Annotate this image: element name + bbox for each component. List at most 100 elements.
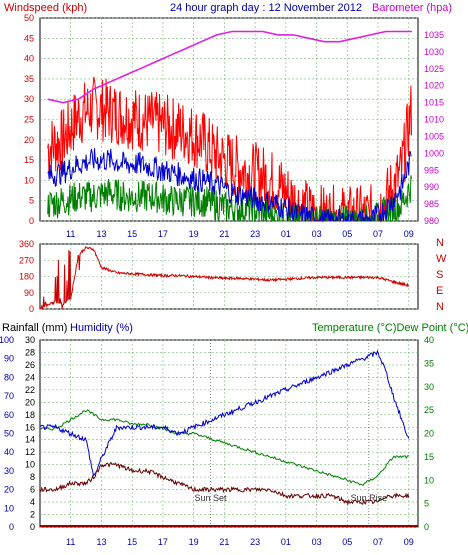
humidity-y-tick-16: 16 [25,422,35,432]
temp-y-tick-10: 10 [424,475,434,485]
rain-y-tick-0: 0 [9,522,14,532]
series-temperature-line [39,409,409,486]
temp-y-tick-15: 15 [424,452,434,462]
baro-y-tick-990: 990 [424,182,439,192]
wind-y-tick-10: 10 [24,175,34,185]
temp-x-tick-21: 21 [219,537,229,547]
rain-y-tick-20: 20 [4,485,14,495]
wind-y-tick-50: 50 [24,13,34,23]
wind-x-tick-15: 15 [127,229,137,239]
rainfall-axis-title: Rainfall (mm) [2,322,67,334]
dir-y-tick-0: 0 [29,304,34,314]
series-average-line [47,148,412,223]
compass-label-0: N [436,237,444,249]
wind-x-tick-05: 05 [342,229,352,239]
temp-x-tick-07: 07 [373,537,383,547]
baro-y-tick-1010: 1010 [424,115,444,125]
humidity-y-tick-26: 26 [25,360,35,370]
temp-y-tick-20: 20 [424,429,434,439]
temperature-panel: 0246810121416182022242628300102030405060… [0,335,434,547]
wind-panel: 0510152025303540455098098599099510001005… [24,13,444,239]
rain-y-tick-60: 60 [4,410,14,420]
temp-x-tick-05: 05 [342,537,352,547]
wind-y-tick-35: 35 [24,74,34,84]
wind-y-tick-30: 30 [24,94,34,104]
wind-y-tick-40: 40 [24,54,34,64]
baro-y-tick-1015: 1015 [424,98,444,108]
wind-x-tick-23: 23 [250,229,260,239]
wind-x-tick-01: 01 [281,229,291,239]
baro-y-tick-1020: 1020 [424,81,444,91]
baro-y-tick-980: 980 [424,216,439,226]
chart-title: 24 hour graph day : 12 November 2012 [170,2,362,14]
wind-x-tick-13: 13 [96,229,106,239]
wind-x-tick-07: 07 [373,229,383,239]
humidity-y-tick-30: 30 [25,335,35,345]
compass-label-1: W [436,253,447,265]
temperature-axis-title: Temperature (°C)Dew Point (°C) [312,322,468,334]
temp-y-tick-40: 40 [424,335,434,345]
humidity-y-tick-18: 18 [25,410,35,420]
temp-x-tick-11: 11 [66,537,75,547]
dir-y-tick-180: 180 [19,272,34,282]
series-direction-line [39,246,410,310]
baro-y-tick-1030: 1030 [424,47,444,57]
rain-y-tick-30: 30 [4,466,14,476]
temp-x-tick-09: 09 [404,537,414,547]
wind-x-tick-11: 11 [66,229,75,239]
temp-y-tick-5: 5 [424,499,429,509]
rain-y-tick-90: 90 [4,354,14,364]
humidity-y-tick-0: 0 [30,522,35,532]
baro-y-tick-985: 985 [424,199,439,209]
temp-y-tick-35: 35 [424,358,434,368]
humidity-y-tick-20: 20 [25,397,35,407]
rain-y-tick-70: 70 [4,391,14,401]
barometer-axis-title: Barometer (hpa) [372,2,452,14]
humidity-y-tick-10: 10 [25,460,35,470]
rain-y-tick-40: 40 [4,447,14,457]
humidity-y-tick-14: 14 [25,435,35,445]
temp-y-tick-0: 0 [424,522,429,532]
wind-x-tick-19: 19 [189,229,199,239]
temp-x-tick-17: 17 [158,537,168,547]
humidity-axis-title: Humidity (%) [70,322,133,334]
series-gust-line [47,76,412,222]
dir-y-tick-270: 270 [19,255,34,265]
compass-label-3: E [436,285,443,297]
humidity-y-tick-12: 12 [25,447,35,457]
wind-x-tick-03: 03 [312,229,322,239]
temp-x-tick-15: 15 [127,537,137,547]
dir-y-tick-360: 360 [19,239,34,249]
baro-y-tick-1025: 1025 [424,64,444,74]
baro-y-tick-995: 995 [424,165,439,175]
series-humidity-line [39,349,410,477]
baro-y-tick-1035: 1035 [424,30,444,40]
windspeed-axis-title: Windspeed (kph) [4,2,87,14]
humidity-y-tick-6: 6 [30,485,35,495]
humidity-y-tick-4: 4 [30,497,35,507]
temp-x-tick-13: 13 [96,537,106,547]
temp-y-tick-25: 25 [424,405,434,415]
compass-label-2: S [436,269,443,281]
wind-y-tick-15: 15 [24,155,34,165]
wind-x-tick-21: 21 [219,229,229,239]
wind-x-tick-09: 09 [404,229,414,239]
rain-y-tick-10: 10 [4,503,14,513]
dir-y-tick-90: 90 [24,288,34,298]
rain-y-tick-50: 50 [4,429,14,439]
temp-x-tick-03: 03 [312,537,322,547]
wind-y-tick-20: 20 [24,135,34,145]
rain-y-tick-80: 80 [4,372,14,382]
sunrise-label: Sun Rise [351,493,388,503]
humidity-y-tick-28: 28 [25,347,35,357]
humidity-y-tick-8: 8 [30,472,35,482]
wind-x-tick-17: 17 [158,229,168,239]
temp-x-tick-01: 01 [281,537,291,547]
series-dewpoint-line [39,461,410,506]
temp-y-tick-30: 30 [424,382,434,392]
humidity-y-tick-24: 24 [25,372,35,382]
humidity-y-tick-22: 22 [25,385,35,395]
